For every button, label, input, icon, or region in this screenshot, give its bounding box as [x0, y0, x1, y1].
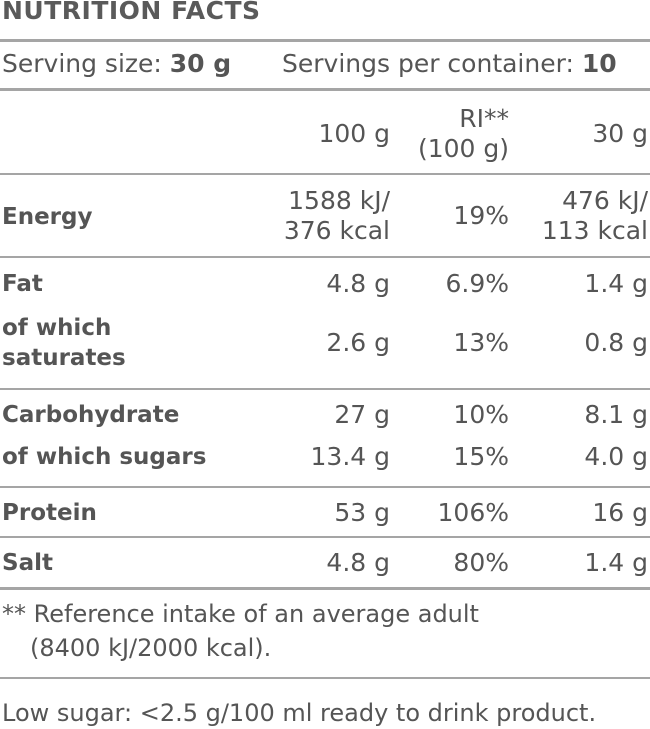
footnote-line1: ** Reference intake of an average adult: [2, 600, 479, 628]
column-header-ri-line1: RI**: [459, 104, 509, 133]
divider: [0, 388, 650, 390]
carbohydrate-ri: 10%: [453, 400, 509, 429]
divider: [0, 173, 650, 175]
row-label-sugars: of which sugars: [2, 444, 207, 470]
serving-size-label: Serving size:: [2, 49, 162, 78]
sugars-ri: 15%: [453, 442, 509, 471]
energy-100g-kj: 1588 kJ/: [288, 186, 390, 215]
energy-100g-kcal: 376 kcal: [283, 216, 390, 245]
row-label-saturates-line1: of which: [2, 315, 112, 341]
divider: [0, 256, 650, 258]
servings-per-container-label: Servings per container:: [282, 49, 574, 78]
row-label-salt: Salt: [2, 550, 53, 576]
carbohydrate-30g: 8.1 g: [584, 400, 648, 429]
nutrition-title: NUTRITION FACTS: [2, 0, 261, 25]
saturates-100g: 2.6 g: [326, 328, 390, 357]
divider: [0, 536, 650, 538]
row-label-fat: Fat: [2, 271, 43, 297]
sugars-30g: 4.0 g: [584, 442, 648, 471]
servings-per-container: Servings per container: 10: [282, 49, 617, 79]
protein-ri: 106%: [437, 498, 509, 527]
row-label-protein: Protein: [2, 500, 97, 526]
carbohydrate-100g: 27 g: [334, 400, 390, 429]
footnote-line2: (8400 kJ/2000 kcal).: [30, 634, 272, 662]
protein-30g: 16 g: [592, 498, 648, 527]
divider: [0, 677, 650, 679]
fat-100g: 4.8 g: [326, 269, 390, 298]
energy-30g-kj: 476 kJ/: [562, 186, 648, 215]
row-label-carbohydrate: Carbohydrate: [2, 402, 180, 428]
column-header-100g: 100 g: [318, 119, 390, 148]
serving-size-value: 30 g: [169, 49, 232, 78]
low-sugar-claim: Low sugar: <2.5 g/100 ml ready to drink …: [2, 699, 597, 727]
salt-ri: 80%: [453, 548, 509, 577]
energy-ri: 19%: [453, 201, 509, 230]
energy-30g-kcal: 113 kcal: [541, 216, 648, 245]
column-header-ri-line2: (100 g): [417, 134, 509, 163]
salt-30g: 1.4 g: [584, 548, 648, 577]
column-header-30g: 30 g: [592, 119, 648, 148]
divider: [0, 486, 650, 488]
row-label-saturates-line2: saturates: [2, 345, 126, 371]
fat-ri: 6.9%: [445, 269, 509, 298]
serving-size: Serving size: 30 g: [2, 49, 231, 79]
saturates-ri: 13%: [453, 328, 509, 357]
divider: [0, 88, 650, 91]
divider: [0, 587, 650, 590]
sugars-100g: 13.4 g: [310, 442, 390, 471]
servings-per-container-value: 10: [581, 49, 617, 78]
saturates-30g: 0.8 g: [584, 328, 648, 357]
divider: [0, 39, 650, 42]
row-label-energy: Energy: [2, 204, 93, 230]
fat-30g: 1.4 g: [584, 269, 648, 298]
salt-100g: 4.8 g: [326, 548, 390, 577]
protein-100g: 53 g: [334, 498, 390, 527]
